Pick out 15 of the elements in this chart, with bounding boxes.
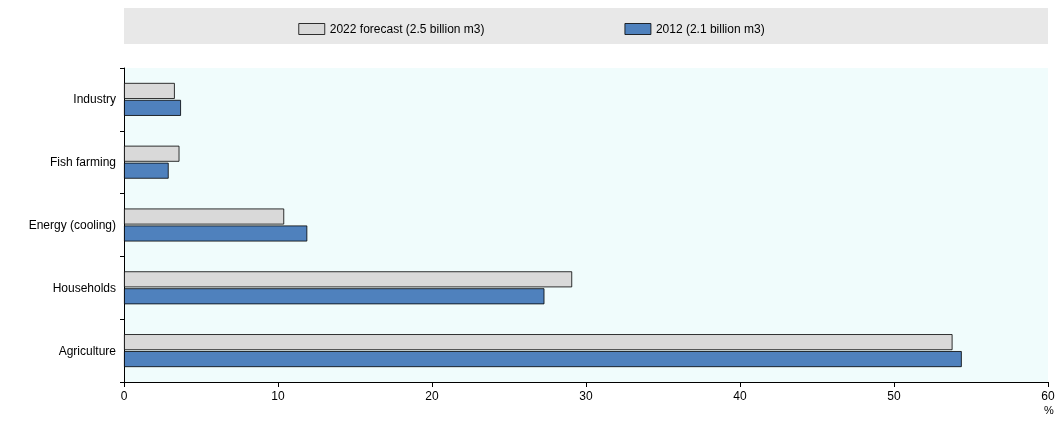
legend-label: 2012 (2.1 billion m3) — [655, 22, 765, 36]
x-tick-label: 0 — [120, 389, 128, 403]
y-tick-label: Fish farming — [49, 155, 116, 170]
x-tick-label: 60 — [1041, 389, 1055, 403]
x-tick-label: 20 — [425, 389, 439, 403]
x-tick-label: 50 — [887, 389, 901, 403]
legend-label: 2022 forecast (2.5 billion m3) — [329, 22, 485, 36]
x-tick-label: 10 — [271, 389, 285, 403]
x-tick-label: 30 — [579, 389, 593, 403]
y-tick-label: Industry — [73, 92, 116, 107]
x-tick-label: 40 — [733, 389, 747, 403]
y-tick-label: Agriculture — [58, 343, 117, 358]
x-axis-title: % — [1044, 403, 1054, 416]
y-tick-label: Energy (cooling) — [28, 218, 116, 232]
y-tick-label: Households — [52, 280, 116, 295]
